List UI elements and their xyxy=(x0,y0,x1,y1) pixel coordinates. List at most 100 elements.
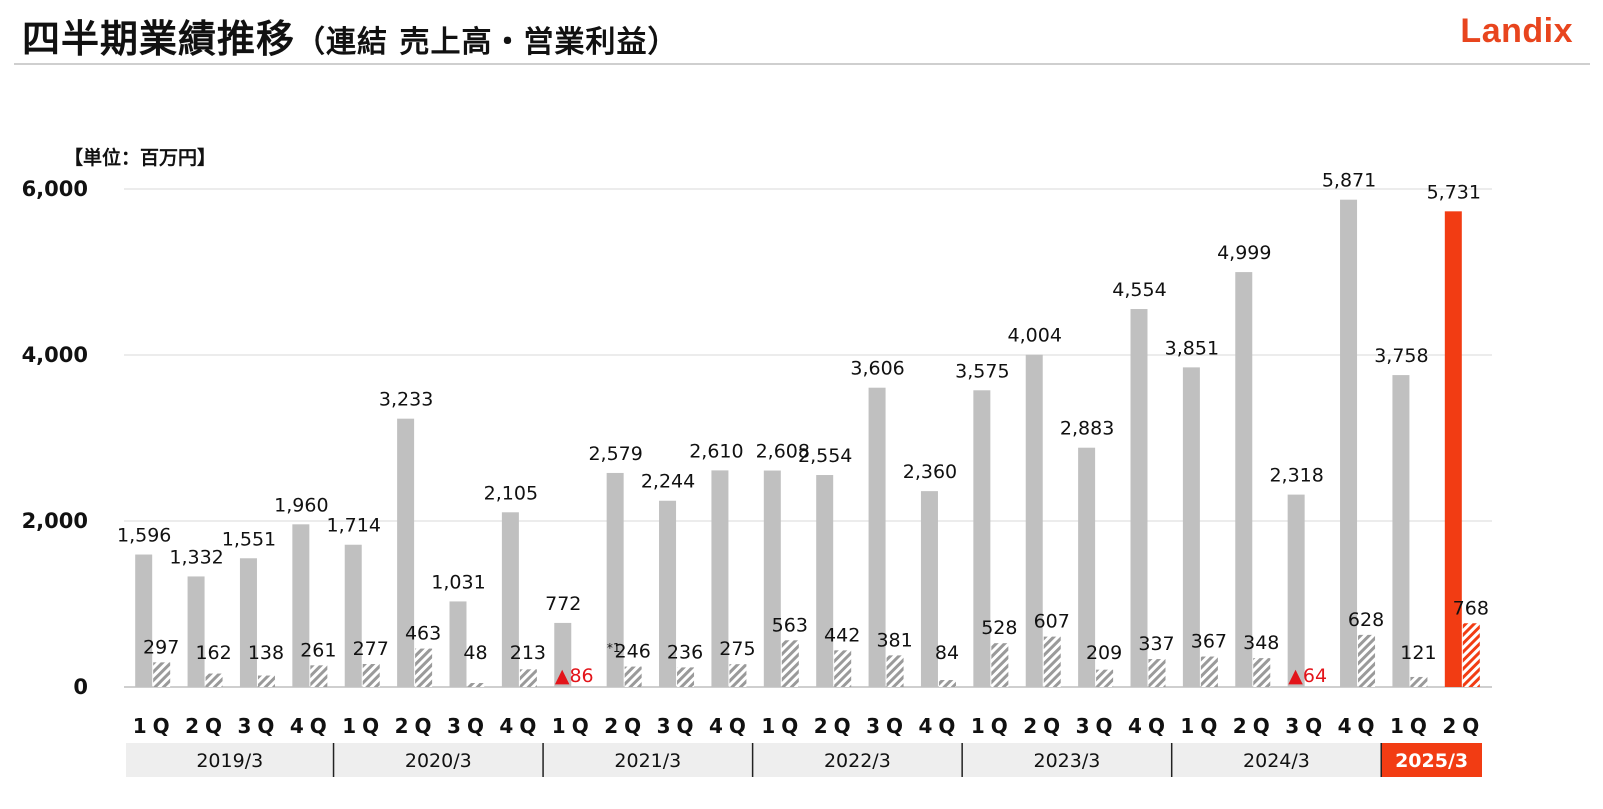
quarter-label: 3Q xyxy=(238,714,281,738)
quarter-label: 2Q xyxy=(395,714,438,738)
quarter-label: 1Q xyxy=(1390,714,1433,738)
profit-value-label: 209 xyxy=(1086,642,1122,664)
sales-bar xyxy=(1025,354,1043,687)
sales-bar xyxy=(711,470,729,687)
sales-bar xyxy=(1444,211,1462,687)
unit-label: 【単位：百万円】 xyxy=(64,147,217,169)
quarter-label: 2Q xyxy=(1023,714,1066,738)
sales-value-label: 5,731 xyxy=(1427,181,1481,203)
profit-value-label: 48 xyxy=(463,642,487,664)
quarter-label: 3Q xyxy=(1076,714,1119,738)
sales-bar xyxy=(1182,367,1200,687)
profit-bar xyxy=(886,655,904,687)
profit-value-label: 246 xyxy=(615,641,651,663)
fiscal-year-band xyxy=(543,743,753,777)
profit-negative-label: ▲86 xyxy=(555,665,594,687)
profit-bar xyxy=(205,673,223,687)
profit-bar xyxy=(415,648,433,687)
profit-value-label: 337 xyxy=(1138,633,1174,655)
title-subtitle: （連結 売上高・営業利益） xyxy=(295,25,679,60)
sales-value-label: 3,233 xyxy=(379,389,433,411)
profit-bar xyxy=(729,664,747,687)
sales-value-label: 4,004 xyxy=(1008,325,1062,347)
profit-value-label: 442 xyxy=(824,624,860,646)
quarter-label: 3Q xyxy=(657,714,700,738)
sales-bar xyxy=(920,491,938,687)
profit-bar xyxy=(519,669,537,687)
title-main: 四半期業績推移 xyxy=(22,17,296,61)
profit-bar xyxy=(1148,659,1166,687)
quarter-label: 1Q xyxy=(552,714,595,738)
sales-bar xyxy=(1130,309,1148,687)
sales-value-label: 3,758 xyxy=(1374,345,1428,367)
profit-bar xyxy=(677,667,695,687)
profit-value-label: 297 xyxy=(143,636,179,658)
sales-bar xyxy=(659,500,677,687)
fiscal-year-label: 2022/3 xyxy=(824,750,891,772)
fiscal-year-label: 2020/3 xyxy=(405,750,472,772)
sales-value-label: 1,714 xyxy=(327,515,381,537)
profit-value-label: 628 xyxy=(1348,609,1384,631)
quarter-label: 2Q xyxy=(814,714,857,738)
fiscal-year-label: 2024/3 xyxy=(1243,750,1310,772)
sales-value-label: 5,871 xyxy=(1322,170,1376,192)
sales-bar xyxy=(1078,447,1096,687)
sales-value-label: 1,596 xyxy=(117,525,171,547)
sales-bar xyxy=(868,387,886,687)
profit-value-label: 236 xyxy=(667,641,703,663)
sales-value-label: 2,883 xyxy=(1060,418,1114,440)
sales-value-label: 2,579 xyxy=(588,443,642,465)
sales-bar xyxy=(187,576,205,687)
sales-bar xyxy=(292,524,310,687)
sales-bar xyxy=(344,544,362,687)
sales-value-label: 1,960 xyxy=(274,494,328,516)
profit-negative-label: ▲64 xyxy=(1288,665,1327,687)
profit-bar xyxy=(1200,656,1218,687)
quarter-label: 1Q xyxy=(342,714,385,738)
quarter-label: 3Q xyxy=(866,714,909,738)
quarter-label: 4Q xyxy=(1128,714,1171,738)
quarter-label: 2Q xyxy=(604,714,647,738)
y-tick-label: 2,000 xyxy=(22,509,88,533)
sales-value-label: 3,575 xyxy=(955,360,1009,382)
quarter-label: 3Q xyxy=(447,714,490,738)
quarter-label: 2Q xyxy=(1233,714,1276,738)
profit-bar xyxy=(834,650,852,687)
quarter-label: 1Q xyxy=(971,714,1014,738)
quarter-label: 4Q xyxy=(290,714,333,738)
profit-bar xyxy=(624,666,642,687)
sales-bar xyxy=(973,390,991,687)
profit-bar xyxy=(1253,658,1271,687)
sales-bar xyxy=(501,512,519,687)
fiscal-year-band xyxy=(126,743,334,777)
quarter-label: 4Q xyxy=(919,714,962,738)
sales-value-label: 2,610 xyxy=(689,440,743,462)
footnote-marker: *1 xyxy=(607,641,621,655)
sales-value-label: 2,608 xyxy=(756,441,810,463)
profit-value-label: 275 xyxy=(719,638,755,660)
profit-value-label: 607 xyxy=(1034,611,1070,633)
profit-bar xyxy=(1096,669,1114,687)
quarter-label: 1Q xyxy=(761,714,804,738)
profit-bar xyxy=(781,640,799,687)
profit-value-label: 463 xyxy=(405,623,441,645)
profit-bar xyxy=(1462,623,1480,687)
profit-value-label: 162 xyxy=(195,642,231,664)
quarter-label: 4Q xyxy=(1338,714,1381,738)
profit-value-label: 84 xyxy=(935,642,959,664)
sales-value-label: 2,360 xyxy=(903,461,957,483)
landix-logo: Landix xyxy=(1460,12,1573,50)
quarter-label: 2Q xyxy=(1442,714,1485,738)
fiscal-year-band xyxy=(1381,743,1482,777)
profit-bar xyxy=(1358,634,1376,687)
y-tick-label: 0 xyxy=(73,675,88,699)
x-axis: 1Q 2Q 3Q 4Q 1Q 2Q 3Q 4Q 1Q 2Q 3Q 4Q 1Q 2Q 3Q 4Q 1Q 2Q 3Q 4Q… xyxy=(126,714,1485,777)
profit-value-label: 528 xyxy=(981,617,1017,639)
profit-bar xyxy=(153,662,171,687)
profit-value-label: 367 xyxy=(1191,631,1227,653)
sales-value-label: 2,244 xyxy=(641,471,695,493)
page-title: 四半期業績推移（連結 売上高・営業利益） xyxy=(22,8,678,63)
fiscal-year-band xyxy=(962,743,1172,777)
quarter-label: 4Q xyxy=(709,714,752,738)
profit-value-label: 138 xyxy=(248,642,284,664)
